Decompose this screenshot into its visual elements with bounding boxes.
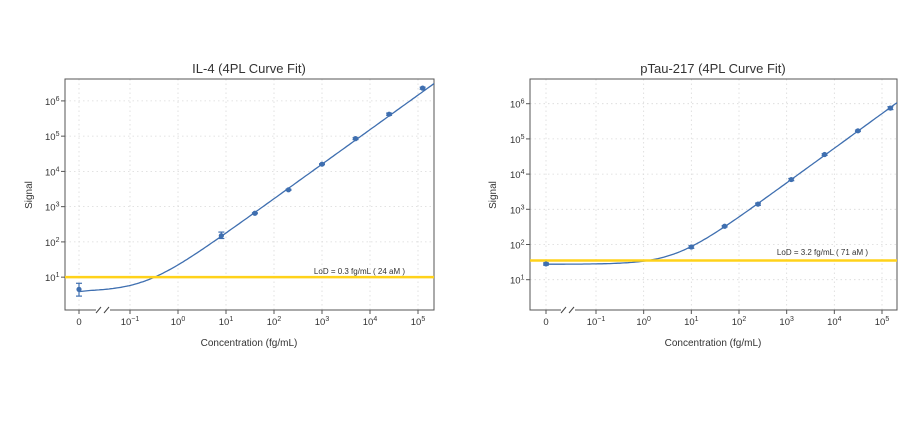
chart-title: pTau-217 (4PL Curve Fit) [640, 61, 785, 76]
x-tick-label: 100 [171, 316, 186, 328]
axis-break-marks [560, 306, 575, 314]
y-tick-label: 101 [45, 272, 60, 284]
data-point [319, 161, 325, 167]
x-tick-label: 0 [76, 317, 81, 328]
x-tick-label: 0 [543, 317, 548, 328]
x-tick-label: 105 [411, 316, 426, 328]
data-point [721, 223, 728, 229]
y-tick-label: 105 [45, 131, 60, 143]
y-tick-label: 101 [510, 275, 525, 287]
x-tick-label: 102 [267, 316, 282, 328]
x-tick-label: 10−1 [121, 316, 140, 328]
data-point [386, 111, 393, 117]
y-tick-label: 106 [45, 96, 60, 108]
y-tick-label: 106 [510, 99, 525, 111]
data-point [419, 85, 426, 91]
x-tick-label: 103 [315, 316, 330, 328]
point-marker [352, 136, 359, 142]
y-tick-label: 102 [510, 240, 525, 252]
point-marker [76, 286, 82, 292]
x-tick-label: 104 [363, 316, 378, 328]
plot-frame [64, 78, 435, 311]
axis-break-marks [95, 306, 110, 314]
point-marker [218, 233, 224, 239]
y-tick-label: 104 [45, 166, 60, 178]
x-tick-label: 105 [875, 316, 890, 328]
data-point [887, 105, 894, 111]
plot-frame [529, 78, 898, 311]
point-marker [822, 151, 828, 158]
grid [530, 79, 897, 310]
x-tick-label: 103 [779, 316, 794, 328]
x-tick-label: 104 [827, 316, 842, 328]
point-marker [688, 244, 694, 250]
y-tick-label: 103 [510, 204, 525, 216]
x-tick-label: 100 [636, 316, 651, 328]
data-point [285, 187, 292, 193]
x-axis-label: Concentration (fg/mL) [201, 338, 298, 349]
il4-chart: Concentration (fg/mL) Signal 0 10−1 100 101… [24, 61, 435, 349]
fit-curve [546, 101, 897, 265]
lod-label: LoD = 0.3 fg/mL ( 24 aM ) [314, 267, 405, 276]
y-tick-label: 102 [45, 237, 60, 249]
point-marker [420, 85, 426, 91]
x-tick-label: 10−1 [587, 316, 606, 328]
chart-title: IL-4 (4PL Curve Fit) [192, 61, 306, 76]
data-point [821, 151, 828, 158]
data-point [854, 128, 861, 134]
data-point [251, 210, 258, 216]
x-axis-label: Concentration (fg/mL) [665, 338, 762, 349]
point-marker [722, 223, 728, 229]
point-marker [319, 161, 325, 167]
y-axis-label: Signal [488, 181, 499, 209]
point-marker [252, 210, 258, 216]
x-tick-label: 102 [732, 316, 747, 328]
fit-curve [78, 82, 434, 293]
data-point [788, 176, 795, 183]
point-marker [855, 128, 861, 134]
data-point [352, 136, 359, 142]
point-marker [386, 111, 392, 117]
data-point [754, 201, 761, 207]
point-marker [755, 201, 761, 207]
point-marker [543, 261, 549, 267]
y-tick-label: 105 [510, 134, 525, 146]
data-point [543, 261, 549, 267]
y-tick-label: 104 [510, 169, 525, 181]
ptau217-chart: Concentration (fg/mL) Signal 0 10−1 100 101… [488, 61, 898, 349]
point-marker [285, 187, 292, 193]
x-tick-label: 101 [684, 316, 699, 328]
data-point [76, 282, 82, 297]
y-axis-label: Signal [24, 181, 35, 209]
x-tick-label: 101 [219, 316, 234, 328]
y-tick-label: 103 [45, 202, 60, 214]
point-marker [788, 176, 794, 183]
data-point [218, 231, 225, 240]
data-point [688, 244, 695, 250]
lod-label: LoD = 3.2 fg/mL ( 71 aM ) [777, 248, 868, 257]
point-marker [887, 105, 893, 111]
